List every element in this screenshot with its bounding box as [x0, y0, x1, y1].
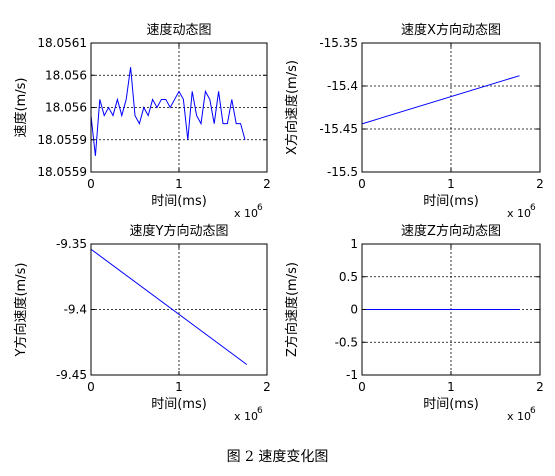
x-tick-label: 1: [447, 177, 455, 191]
chart-1: 0 1 2 18.0559 18.0559 18.056 18.056 18.0561 速度动态…: [13, 22, 271, 220]
chart-title: 速度Z方向动态图: [401, 223, 501, 239]
x-axis-label: 时间(ms): [423, 194, 479, 209]
x-axis-label: 时间(ms): [151, 397, 207, 412]
series-line: [361, 75, 520, 125]
series-line: [90, 67, 246, 156]
x-exponent-label: x 10: [507, 207, 531, 220]
y-tick-label: -1: [346, 368, 358, 382]
x-axis-label: 时间(ms): [423, 397, 479, 412]
y-tick-label: -15.45: [319, 122, 358, 136]
y-tick-label: -9.35: [56, 237, 87, 251]
x-tick-label: 0: [87, 177, 95, 191]
chart-title: 速度Y方向动态图: [130, 223, 229, 239]
x-exponent-label: x 10: [234, 410, 258, 423]
figure-caption: 图 2 速度变化图: [226, 449, 329, 465]
y-tick-label: -15.5: [327, 165, 358, 179]
y-tick-label: -9.45: [56, 368, 87, 382]
y-tick-label: -9.4: [64, 303, 87, 317]
x-tick-label: 2: [536, 177, 544, 191]
x-exponent-power: 6: [257, 406, 263, 416]
x-exponent-label: x 10: [507, 410, 531, 423]
chart-title: 速度X方向动态图: [401, 22, 501, 38]
x-tick-label: 1: [175, 380, 183, 394]
x-tick-label: 2: [263, 177, 271, 191]
y-tick-label: 0.5: [339, 270, 358, 284]
y-tick-label: 18.0559: [37, 165, 87, 179]
y-axis-label: Z方向速度(m/s): [284, 262, 300, 357]
y-tick-label: -0.5: [335, 335, 358, 349]
x-tick-label: 1: [175, 177, 183, 191]
y-axis-label: 速度(m/s): [13, 78, 29, 138]
x-tick-label: 0: [358, 177, 366, 191]
x-axis-label: 时间(ms): [151, 194, 207, 209]
x-exponent-power: 6: [530, 406, 536, 416]
y-axis-label: X方向速度(m/s): [284, 60, 300, 155]
series-line: [90, 248, 248, 365]
x-tick-label: 0: [87, 380, 95, 394]
y-tick-label: 1: [350, 237, 358, 251]
y-tick-label: 18.0561: [37, 36, 87, 50]
chart-title: 速度动态图: [146, 22, 211, 38]
x-tick-label: 2: [536, 380, 544, 394]
y-tick-label: 0: [350, 303, 358, 317]
y-tick-label: 18.056: [45, 68, 87, 82]
x-exponent-power: 6: [257, 203, 263, 213]
x-exponent-label: x 10: [234, 207, 258, 220]
y-tick-label: -15.35: [319, 36, 358, 50]
y-tick-label: 18.0559: [37, 133, 87, 147]
x-tick-label: 2: [263, 380, 271, 394]
y-tick-label: 18.056: [45, 101, 87, 115]
x-tick-label: 0: [358, 380, 366, 394]
x-tick-label: 1: [447, 380, 455, 394]
y-axis-label: Y方向速度(m/s): [13, 263, 29, 358]
x-exponent-power: 6: [530, 203, 536, 213]
y-tick-label: -15.4: [327, 79, 358, 93]
